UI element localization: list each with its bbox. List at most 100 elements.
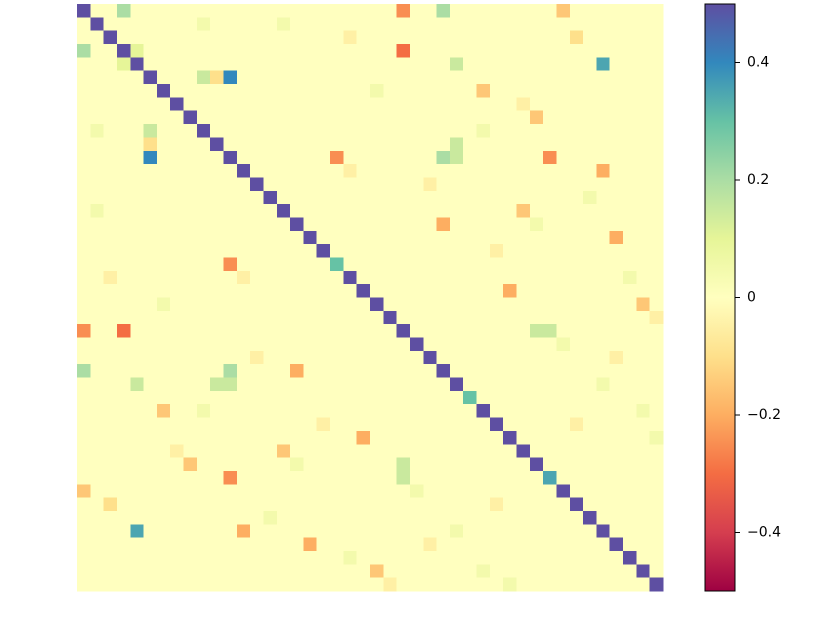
cell — [556, 457, 571, 472]
cell — [330, 124, 344, 138]
cell — [569, 70, 584, 85]
cell — [303, 17, 318, 32]
cell — [423, 57, 438, 72]
cell — [116, 30, 131, 45]
cell — [210, 324, 224, 339]
cell — [330, 57, 344, 72]
cell — [609, 150, 624, 165]
cell — [543, 270, 557, 285]
cell — [636, 510, 651, 525]
cell — [143, 524, 158, 539]
cell — [436, 97, 451, 112]
cell — [130, 484, 145, 499]
cell — [449, 310, 464, 325]
cell — [516, 377, 531, 392]
cell — [250, 110, 264, 125]
cell — [583, 537, 597, 552]
cell — [77, 57, 91, 72]
cell — [623, 577, 637, 592]
cell — [303, 230, 318, 245]
cell — [449, 484, 464, 499]
cell — [569, 537, 584, 552]
cell — [330, 270, 344, 285]
cell — [316, 70, 331, 85]
cell — [263, 430, 278, 445]
cell — [636, 124, 651, 138]
cell — [356, 537, 371, 552]
cell — [276, 164, 291, 178]
cell — [183, 230, 198, 245]
cell — [543, 310, 557, 325]
cell — [609, 70, 624, 85]
cell — [223, 177, 238, 192]
cell — [409, 524, 424, 539]
cell — [463, 4, 478, 18]
cell — [609, 444, 624, 459]
cell — [116, 150, 131, 165]
cell — [583, 497, 597, 512]
cell — [250, 377, 264, 392]
cell — [383, 110, 398, 125]
cell — [90, 230, 105, 245]
cell — [449, 550, 464, 565]
cell — [623, 537, 637, 552]
cell — [343, 510, 358, 525]
cell — [609, 97, 624, 112]
cell — [423, 310, 438, 325]
cell — [77, 350, 91, 365]
cell — [196, 270, 211, 285]
cell — [476, 550, 491, 565]
cell — [596, 137, 611, 152]
cell — [543, 390, 557, 405]
cell — [210, 484, 224, 499]
cell — [276, 417, 291, 432]
cell — [623, 257, 637, 272]
cell — [250, 564, 264, 579]
cell — [516, 204, 531, 218]
cell — [423, 364, 438, 379]
cell — [649, 270, 664, 285]
cell — [516, 230, 531, 245]
cell — [583, 4, 597, 18]
cell — [503, 70, 517, 85]
cell — [330, 217, 344, 232]
cell — [103, 257, 118, 272]
cell — [636, 324, 651, 339]
cell — [103, 577, 118, 592]
cell — [343, 337, 358, 352]
cell — [223, 4, 238, 18]
cell — [303, 324, 318, 339]
cell — [236, 17, 251, 32]
cell — [77, 430, 91, 445]
cell — [183, 324, 198, 339]
cell — [290, 377, 304, 392]
cell — [529, 257, 544, 272]
cell — [263, 550, 278, 565]
cell — [196, 550, 211, 565]
cell — [436, 44, 451, 58]
cell — [623, 337, 637, 352]
cell — [290, 430, 304, 445]
cell — [396, 30, 411, 45]
cell — [196, 204, 211, 218]
cell — [343, 310, 358, 325]
cell — [77, 390, 91, 405]
cell — [343, 537, 358, 552]
cell — [649, 257, 664, 272]
cell — [116, 177, 131, 192]
cell — [196, 97, 211, 112]
cell — [170, 524, 185, 539]
cell — [609, 204, 624, 218]
cell — [649, 550, 664, 565]
cell — [370, 404, 384, 419]
cell — [609, 4, 624, 18]
cell — [316, 30, 331, 45]
cell — [290, 84, 304, 98]
cell — [77, 444, 91, 459]
cell — [223, 470, 238, 485]
cell — [489, 550, 504, 565]
cell — [609, 284, 624, 298]
cell — [77, 4, 91, 18]
cell — [370, 230, 384, 245]
cell — [449, 430, 464, 445]
